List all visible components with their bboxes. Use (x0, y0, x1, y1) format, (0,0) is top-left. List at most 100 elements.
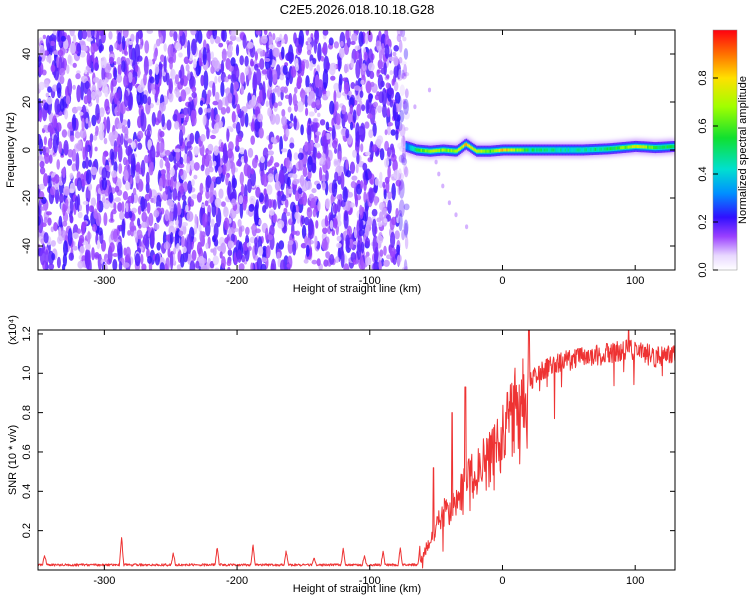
noise-cell (59, 193, 64, 203)
noise-cell (336, 235, 342, 242)
noise-cell (331, 125, 336, 141)
noise-cell (206, 126, 210, 140)
noise-cell (397, 185, 401, 196)
noise-cell (186, 234, 192, 254)
noise-cell (240, 85, 245, 95)
signal-column (645, 145, 648, 149)
noise-cell (393, 45, 400, 52)
noise-cell (309, 139, 315, 152)
noise-cell (345, 200, 351, 212)
noise-cell (399, 145, 406, 152)
signal-column (447, 148, 450, 152)
noise-cell (64, 108, 69, 120)
noise-cell (272, 33, 276, 41)
noise-cell (377, 222, 383, 227)
noise-cell (305, 244, 310, 257)
noise-cell (104, 98, 110, 112)
signal-column (411, 146, 414, 150)
noise-cell (278, 240, 285, 250)
noise-cell (291, 221, 295, 239)
noise-cell (312, 58, 317, 65)
signal-column (669, 145, 672, 149)
noise-cell (74, 131, 81, 139)
noise-cell (341, 104, 347, 115)
noise-cell (345, 30, 350, 41)
noise-cell (183, 181, 188, 193)
noise-cell (331, 179, 338, 197)
noise-cell (369, 70, 375, 80)
signal-column (497, 149, 499, 152)
noise-cell (350, 41, 356, 45)
signal-column (458, 148, 460, 152)
noise-cell (108, 56, 114, 65)
noise-cell (391, 182, 396, 201)
noise-cell (191, 179, 195, 187)
signal-column (417, 148, 420, 152)
signal-column (638, 145, 640, 149)
noise-cell (301, 224, 307, 239)
signal-column (581, 148, 583, 152)
noise-cell (86, 30, 92, 39)
noise-cell (194, 213, 198, 226)
noise-cell (191, 249, 197, 262)
noise-cell (398, 39, 403, 53)
noise-cell (148, 69, 153, 76)
noise-cell (314, 235, 318, 248)
signal-column (585, 148, 588, 152)
signal-column (407, 145, 409, 149)
noise-cell (78, 40, 86, 46)
signal-column (569, 148, 571, 152)
noise-cell (358, 229, 364, 237)
signal-column (558, 148, 561, 152)
noise-cell (80, 80, 84, 101)
signal-column (443, 148, 445, 152)
noise-cell (116, 74, 123, 83)
signal-column (627, 145, 630, 149)
noise-cell (382, 181, 386, 189)
noise-cell (238, 225, 243, 238)
noise-cell (275, 37, 282, 42)
noise-cell (72, 232, 80, 239)
signal-column (531, 148, 534, 152)
noise-cell (281, 148, 288, 153)
noise-cell (53, 222, 58, 232)
noise-cell (111, 170, 118, 178)
noise-cell (137, 205, 142, 215)
noise-cell (181, 194, 187, 201)
noise-cell (116, 56, 122, 66)
signal-column (611, 147, 613, 151)
y-tick-label: 0.8 (21, 405, 33, 420)
noise-cell (374, 246, 379, 260)
noise-cell (76, 228, 82, 234)
noise-cell (137, 142, 143, 150)
noise-cell (273, 102, 278, 109)
noise-cell (367, 170, 372, 180)
noise-cell (116, 111, 121, 117)
signal-column (429, 149, 432, 153)
noise-cell (369, 141, 374, 161)
noise-cell (268, 44, 275, 49)
noise-cell (212, 30, 218, 40)
signal-column (572, 148, 574, 152)
noise-cell (343, 263, 350, 270)
noise-cell (158, 32, 162, 38)
noise-cell (202, 114, 207, 126)
noise-cell (147, 96, 152, 106)
noise-cell (170, 68, 176, 80)
noise-cell (289, 142, 295, 149)
noise-cell (265, 40, 270, 50)
noise-cell (177, 190, 181, 202)
noise-cell (392, 159, 398, 172)
noise-cell (220, 201, 226, 207)
noise-cell (236, 121, 241, 134)
noise-cell (381, 87, 387, 107)
noise-cell (121, 201, 125, 213)
noise-cell (362, 63, 366, 72)
noise-cell (239, 147, 246, 155)
noise-cell (106, 116, 111, 134)
noise-cell (393, 81, 399, 92)
noise-cell (240, 183, 245, 196)
noise-cell (45, 211, 52, 216)
spectrogram-signal (405, 136, 675, 159)
noise-cell (189, 132, 195, 145)
